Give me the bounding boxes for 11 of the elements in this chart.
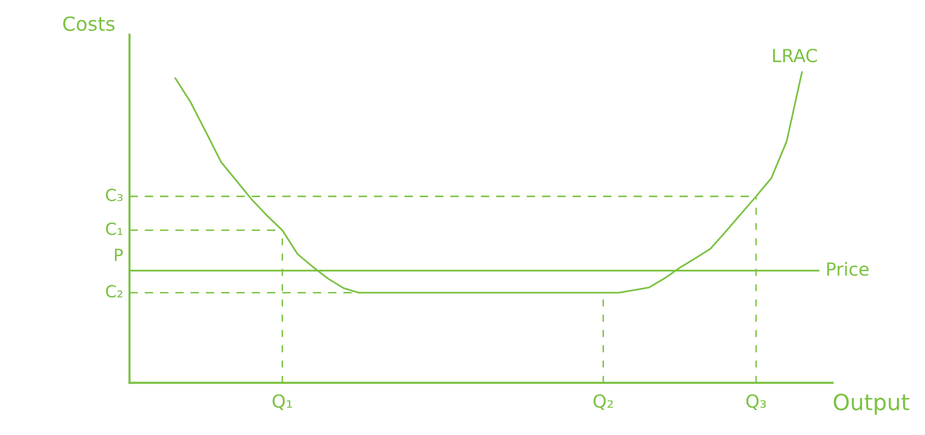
- series-label: LRAC: [773, 48, 817, 62]
- ref-line-label: C₃: [106, 188, 123, 202]
- ref-line-label: Price: [827, 262, 869, 276]
- x-tick-label: Q₂: [594, 394, 613, 410]
- text: P: [114, 248, 123, 261]
- x-axis-title: Output: [834, 394, 910, 415]
- ref-line-label: C₂: [106, 284, 122, 298]
- y-axis-title: Costs: [63, 16, 114, 32]
- x-tick-label: Q₃: [746, 394, 766, 410]
- ref-line-label: C₁: [106, 222, 122, 236]
- x-tick-label: Q₁: [272, 394, 292, 410]
